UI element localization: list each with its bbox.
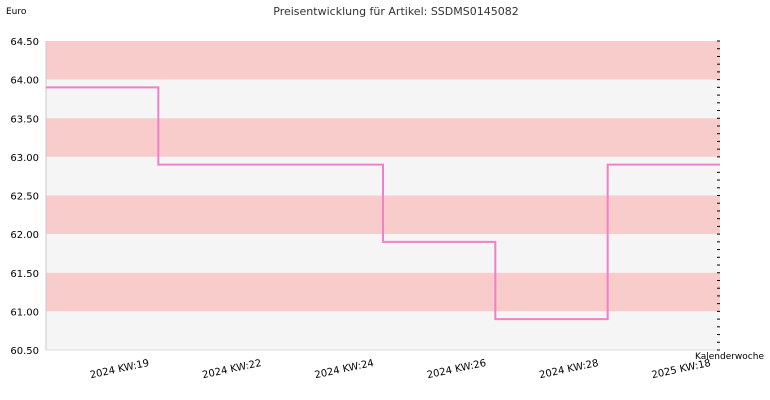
x-tick-label-4: 2024 KW:28 xyxy=(538,358,599,381)
series-lines xyxy=(46,86,720,321)
y-tick-label-7: 61.00 xyxy=(10,307,39,318)
chart-title: Preisentwicklung für Artikel: SSDMS01450… xyxy=(273,5,518,18)
series-line-0 xyxy=(46,86,720,321)
x-tick-label-2: 2024 KW:24 xyxy=(314,358,375,381)
x-tick-label-1: 2024 KW:22 xyxy=(201,358,262,381)
right-minor-ticks xyxy=(717,40,720,351)
y-tick-label-5: 62.00 xyxy=(10,230,39,241)
x-tick-label-3: 2024 KW:26 xyxy=(426,358,487,381)
y-tick-label-0: 64.50 xyxy=(10,37,39,48)
band-2 xyxy=(46,118,720,157)
y-tick-label-1: 64.00 xyxy=(10,76,39,87)
y-tick-label-4: 62.50 xyxy=(10,192,39,203)
x-axis-label: Kalenderwoche xyxy=(695,352,764,362)
plot-frame xyxy=(45,41,720,351)
band-6 xyxy=(46,272,720,312)
band-1 xyxy=(46,79,720,119)
y-tick-label-8: 60.50 xyxy=(10,346,39,357)
y-axis-ticks: 64.50 64.00 63.50 63.00 62.50 62.00 61.50 61.00… xyxy=(10,37,39,357)
x-tick-label-0: 2024 KW:19 xyxy=(89,358,150,381)
y-tick-label-6: 61.50 xyxy=(10,269,39,280)
y-tick-label-2: 63.50 xyxy=(10,114,39,125)
band-0 xyxy=(46,41,720,80)
band-7 xyxy=(46,311,720,350)
x-axis-ticks: 2024 KW:19 2024 KW:22 2024 KW:24 2024 KW:26… xyxy=(89,358,712,381)
y-axis-label: Euro xyxy=(6,7,27,17)
y-tick-label-3: 63.00 xyxy=(10,153,39,164)
